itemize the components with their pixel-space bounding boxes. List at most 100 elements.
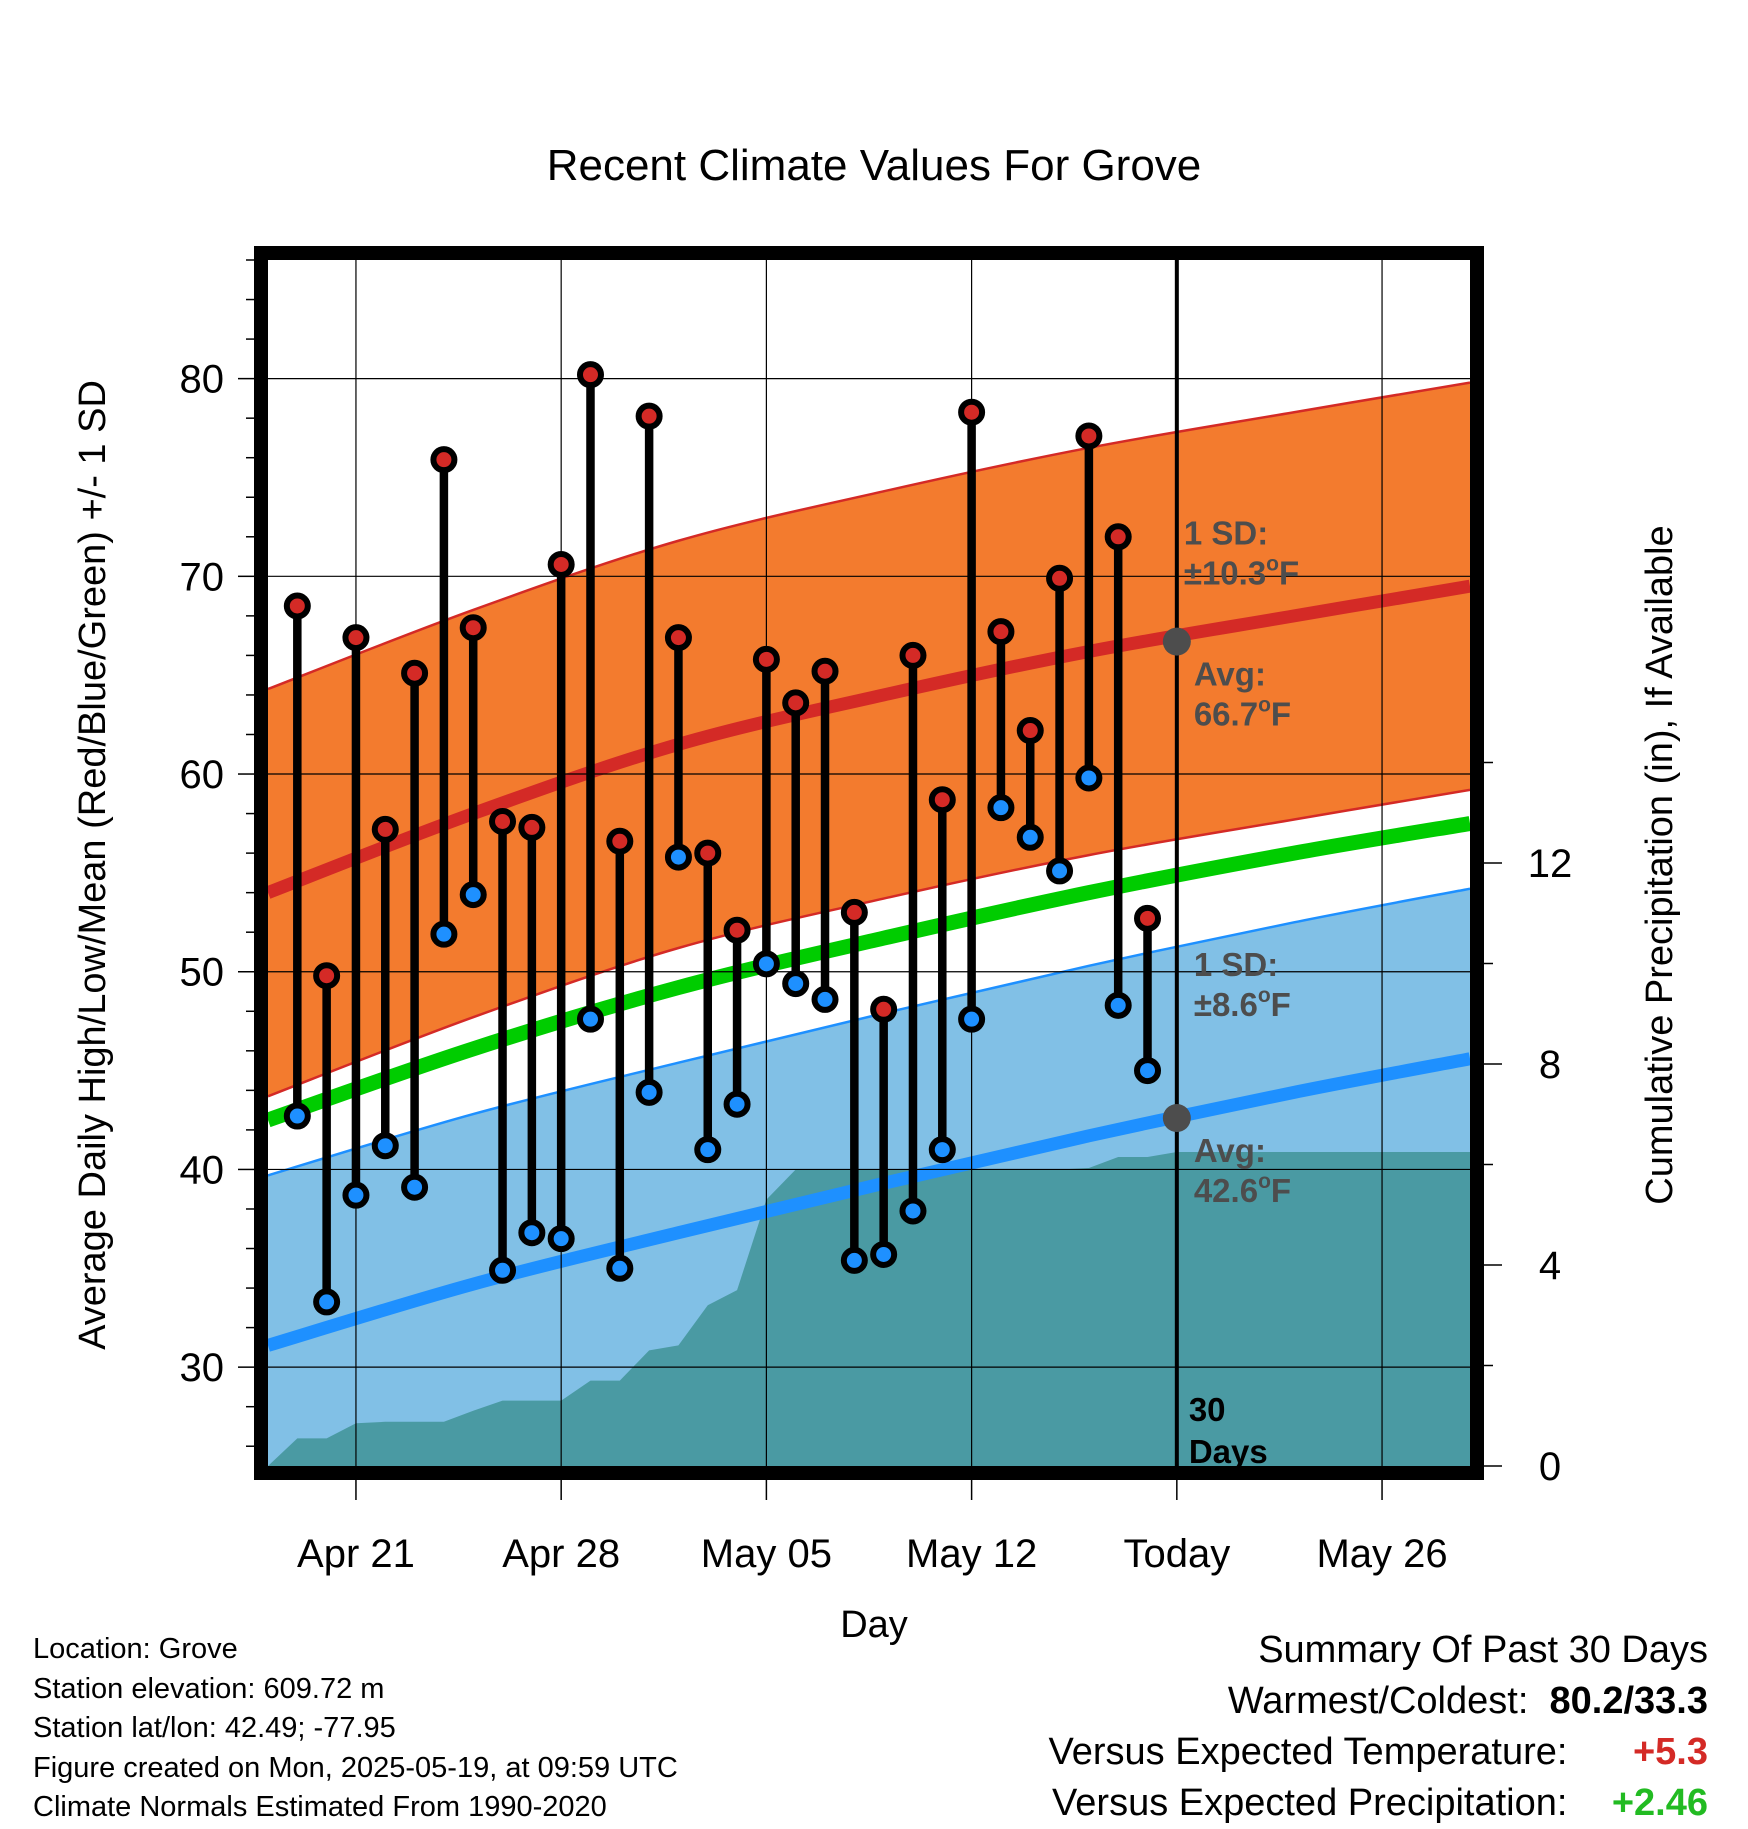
daily-high-dot [342, 624, 370, 652]
location-text: Location: Grove [33, 1633, 238, 1665]
low-avg-annotation-value: 42.6 [1194, 1172, 1258, 1209]
days-label-number: 30 [1189, 1391, 1226, 1428]
daily-high-dot [283, 592, 311, 620]
high-sd-annotation-line1: 1 SD: [1184, 514, 1268, 551]
mean-avg-line [268, 816, 1470, 1128]
warm-cold-label: Warmest/Coldest: [1227, 1680, 1529, 1722]
daily-high-dot [489, 807, 517, 835]
x-tick-label: Today [1123, 1532, 1230, 1576]
low-avg-annotation-unit: F [1271, 1172, 1291, 1209]
daily-low-dot [283, 1102, 311, 1130]
summary-temp: Versus Expected Temperature: +5.3 [1049, 1727, 1708, 1778]
high-sd-annotation-unit: F [1279, 554, 1299, 591]
daily-low-dot [606, 1254, 634, 1282]
daily-high-dot [401, 659, 429, 687]
x-tick-label: May 26 [1316, 1532, 1447, 1576]
daily-high-dot [928, 786, 956, 814]
warm-cold-value: 80.2/33.3 [1549, 1680, 1708, 1722]
y-tick-label: 70 [180, 555, 225, 599]
x-tick-label: May 05 [701, 1532, 832, 1576]
daily-high-dot [459, 614, 487, 642]
high-avg-annotation-value: 66.7 [1194, 696, 1258, 733]
plot-frame [254, 246, 1484, 1480]
daily-low-dot [723, 1090, 751, 1118]
latlon-text: Station lat/lon: 42.49; -77.95 [33, 1712, 396, 1744]
high-sd-annotation-line2: ±10.3oF [1184, 552, 1299, 591]
daily-low-dot [1134, 1057, 1162, 1085]
daily-high-dot [547, 550, 575, 578]
x-axis-label: Day [840, 1604, 908, 1646]
today-high-avg-dot [1162, 627, 1191, 656]
y-tick-label: 40 [180, 1148, 225, 1192]
daily-high-dot [371, 815, 399, 843]
summary-precip: Versus Expected Precipitation: +2.46 [1049, 1778, 1708, 1829]
summary-warm-cold: Warmest/Coldest: 80.2/33.3 [1049, 1676, 1708, 1727]
high-sd-band-upper-edge [268, 381, 1470, 691]
y-tick-label: 60 [180, 753, 225, 797]
daily-low-dot [958, 1005, 986, 1033]
daily-high-dot [518, 813, 546, 841]
summary-panel: Summary Of Past 30 Days Warmest/Coldest:… [1049, 1625, 1708, 1829]
daily-high-dot [1016, 717, 1044, 745]
daily-high-dot [782, 689, 810, 717]
high-sd-band [268, 382, 1470, 1097]
today-low-avg-dot [1162, 1104, 1191, 1133]
high-avg-annotation-unit: F [1271, 696, 1291, 733]
high-avg-annotation-degree: o [1258, 694, 1271, 717]
x-tick-label: Apr 28 [502, 1532, 620, 1576]
daily-low-dot [899, 1197, 927, 1225]
low-avg-annotation-line1: Avg: [1194, 1132, 1266, 1169]
daily-high-dot [1075, 422, 1103, 450]
daily-low-dot [752, 950, 780, 978]
daily-low-dot [840, 1246, 868, 1274]
created-text: Figure created on Mon, 2025-05-19, at 09… [33, 1751, 678, 1784]
daily-low-dot [342, 1181, 370, 1209]
temp-vs-expected-label: Versus Expected Temperature: [1048, 1731, 1568, 1773]
high-sd-band-lower-edge [268, 788, 1470, 1098]
station-info: Location: Grove Station elevation: 609.7… [33, 1630, 678, 1828]
daily-high-dot [430, 446, 458, 474]
precip-area [268, 1151, 1470, 1466]
daily-low-dot [1104, 991, 1132, 1019]
daily-high-dot [694, 839, 722, 867]
daily-low-dot [694, 1136, 722, 1164]
low-sd-annotation-value: ±8.6 [1194, 986, 1258, 1023]
daily-low-dot [664, 843, 692, 871]
low-avg-annotation-line2: 42.6oF [1194, 1170, 1291, 1209]
daily-high-dot [811, 657, 839, 685]
daily-low-dot [987, 794, 1015, 822]
y-axis-label: Average Daily High/Low/Mean (Red/Blue/Gr… [72, 380, 114, 1350]
precip-vs-expected-label: Versus Expected Precipitation: [1052, 1782, 1568, 1824]
daily-high-dot [723, 916, 751, 944]
y2-tick-label: 12 [1528, 842, 1573, 886]
y2-axis-label: Cumulative Precipitation (in), If Availa… [1639, 525, 1681, 1204]
y-tick-label: 80 [180, 358, 225, 402]
chart-title: Recent Climate Values For Grove [547, 141, 1202, 190]
daily-high-dot [313, 962, 341, 990]
daily-high-dot [1104, 523, 1132, 551]
daily-high-dot [752, 645, 780, 673]
daily-high-dot [870, 995, 898, 1023]
daily-low-dot [1075, 764, 1103, 792]
daily-low-dot [928, 1136, 956, 1164]
daily-low-dot [635, 1078, 663, 1106]
daily-high-dot [987, 618, 1015, 646]
daily-low-dot [782, 970, 810, 998]
daily-low-dot [489, 1256, 517, 1284]
high-avg-annotation-line1: Avg: [1194, 656, 1266, 693]
daily-low-dot [870, 1240, 898, 1268]
daily-low-dot [1046, 857, 1074, 885]
elevation-text: Station elevation: 609.72 m [33, 1672, 385, 1705]
daily-high-dot [664, 624, 692, 652]
y2-tick-label: 4 [1539, 1244, 1561, 1288]
low-avg-annotation-degree: o [1258, 1170, 1271, 1193]
daily-high-dot [635, 402, 663, 430]
daily-low-dot [371, 1132, 399, 1160]
daily-high-dot [1046, 564, 1074, 592]
daily-high-dot [1134, 904, 1162, 932]
daily-high-dot [958, 398, 986, 426]
daily-low-dot [811, 985, 839, 1013]
